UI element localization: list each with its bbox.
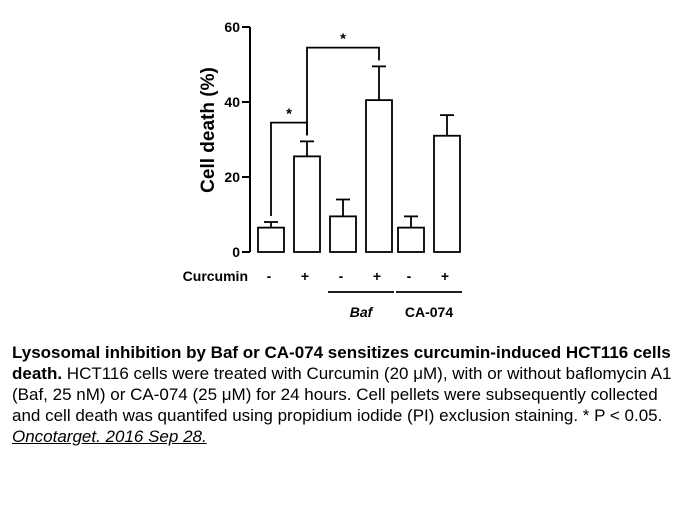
caption-body: HCT116 cells were treated with Curcumin … — [12, 364, 672, 425]
group-labels: Baf CA-074 — [328, 291, 462, 320]
group-label: Baf — [350, 304, 374, 320]
figure-caption: Lysosomal inhibition by Baf or CA-074 se… — [12, 342, 674, 447]
y-axis: 0 20 40 60 — [224, 19, 251, 260]
significance-star: * — [286, 106, 292, 123]
bar — [257, 226, 285, 253]
bar — [397, 226, 425, 253]
bar — [329, 215, 357, 253]
y-tick-label: 60 — [224, 19, 240, 35]
curcumin-row-label: Curcumin — [183, 268, 248, 284]
caption-title: Lysosomal inhibition by Baf or CA-074 se… — [12, 343, 671, 383]
y-tick-label: 20 — [224, 169, 240, 185]
y-tick-label: 0 — [232, 244, 240, 260]
curcumin-sign: - — [267, 268, 272, 284]
curcumin-sign: - — [339, 268, 344, 284]
curcumin-sign: + — [301, 268, 309, 284]
x-tick-labels: - + - + - + — [267, 268, 449, 284]
curcumin-sign: + — [441, 268, 449, 284]
curcumin-sign: - — [407, 268, 412, 284]
bars — [257, 65, 461, 253]
y-axis-label: Cell death (%) — [198, 67, 219, 193]
citation-link[interactable]: Oncotarget. 2016 Sep 28. — [12, 427, 207, 446]
significance-bracket — [306, 46, 380, 136]
significance-brackets: ** — [270, 31, 380, 216]
significance-star: * — [340, 31, 346, 48]
group-label: CA-074 — [405, 304, 453, 320]
bar — [365, 99, 393, 253]
bar — [293, 155, 321, 253]
curcumin-sign: + — [373, 268, 381, 284]
bar — [433, 134, 461, 253]
y-tick-label: 40 — [224, 94, 240, 110]
